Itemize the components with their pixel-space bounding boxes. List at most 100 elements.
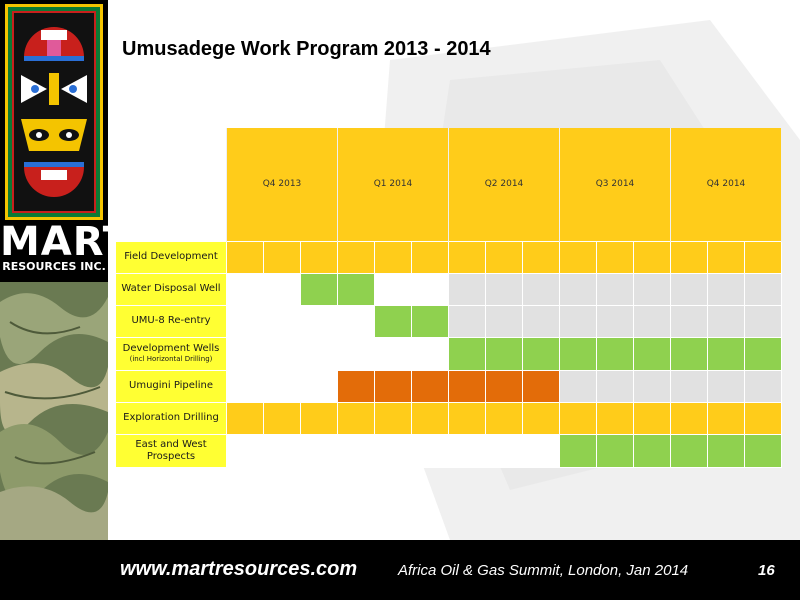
quarter-header: Q3 2014	[559, 128, 671, 241]
gantt-cell	[522, 336, 560, 371]
task-sublabel: (incl Horizontal Drilling)	[129, 355, 213, 363]
gantt-cell	[337, 240, 375, 274]
gantt-cell	[633, 369, 671, 403]
gantt-cell	[300, 369, 338, 403]
gantt-cell	[337, 304, 375, 338]
gantt-cell	[226, 369, 264, 403]
gantt-row-label: East and West Prospects	[115, 433, 227, 468]
gantt-cell	[411, 272, 449, 306]
gantt-row-label: UMU-8 Re-entry	[115, 304, 227, 338]
quarter-header: Q1 2014	[337, 128, 449, 241]
gantt-cell	[263, 272, 301, 306]
gantt-cell	[522, 433, 560, 468]
gantt-cell	[448, 369, 486, 403]
gantt-cell	[744, 433, 782, 468]
quarter-header: Q4 2013	[226, 128, 338, 241]
gantt-cell	[411, 433, 449, 468]
gantt-cell	[448, 433, 486, 468]
gantt-cell	[300, 336, 338, 371]
gantt-cell	[707, 433, 745, 468]
gantt-cell	[300, 401, 338, 435]
gantt-row-label: Water Disposal Well	[115, 272, 227, 306]
gantt-cell	[596, 369, 634, 403]
gantt-cell	[300, 272, 338, 306]
gantt-cell	[596, 304, 634, 338]
gantt-cell	[448, 240, 486, 274]
gantt-cell	[596, 433, 634, 468]
gantt-cell	[485, 433, 523, 468]
gantt-cell	[337, 336, 375, 371]
website-link[interactable]: www.martresources.com	[120, 558, 358, 580]
gantt-cell	[522, 401, 560, 435]
gantt-cell	[522, 304, 560, 338]
gantt-cell	[374, 304, 412, 338]
terrain-image	[0, 282, 108, 540]
gantt-cell	[263, 401, 301, 435]
gantt-cell	[337, 272, 375, 306]
gantt-cell	[559, 401, 597, 435]
gantt-row-label: Development Wells (incl Horizontal Drilli…	[115, 336, 227, 371]
gantt-cell	[596, 401, 634, 435]
gantt-cell	[226, 401, 264, 435]
gantt-cell	[448, 304, 486, 338]
logo-middle-icon	[19, 71, 89, 108]
gantt-cell	[411, 336, 449, 371]
gantt-chart: Q4 2013 Q1 2014 Q2 2014 Q3 2014 Q4 2014 …	[115, 128, 782, 468]
task-name: Water Disposal Well	[121, 283, 221, 294]
gantt-cell	[670, 433, 708, 468]
gantt-cell	[263, 336, 301, 371]
gantt-cell	[374, 240, 412, 274]
gantt-cell	[633, 272, 671, 306]
gantt-cell	[337, 401, 375, 435]
gantt-cell	[374, 433, 412, 468]
gantt-cell	[559, 433, 597, 468]
gantt-cell	[485, 240, 523, 274]
task-name: UMU-8 Re-entry	[131, 315, 211, 326]
gantt-row: Field Development	[115, 240, 782, 274]
gantt-row: UMU-8 Re-entry	[115, 304, 782, 338]
gantt-cell	[226, 240, 264, 274]
gantt-cell	[744, 304, 782, 338]
gantt-cell	[559, 336, 597, 371]
gantt-cell	[522, 369, 560, 403]
task-name: Exploration Drilling	[123, 412, 219, 423]
task-name: Field Development	[124, 251, 218, 262]
gantt-cell	[670, 336, 708, 371]
quarter-header: Q2 2014	[448, 128, 560, 241]
logo-bottom-icon	[24, 162, 84, 198]
gantt-cell	[744, 369, 782, 403]
gantt-cell	[670, 369, 708, 403]
brand-name: MART	[0, 219, 108, 265]
gantt-cell	[485, 272, 523, 306]
gantt-cell	[707, 272, 745, 306]
gantt-cell	[226, 304, 264, 338]
gantt-cell	[559, 304, 597, 338]
gantt-cell	[300, 240, 338, 274]
gantt-row: Development Wells (incl Horizontal Drilli…	[115, 336, 782, 371]
gantt-cell	[707, 401, 745, 435]
gantt-cell	[670, 304, 708, 338]
gantt-header-row: Q4 2013 Q1 2014 Q2 2014 Q3 2014 Q4 2014	[115, 128, 782, 241]
gantt-cell	[411, 401, 449, 435]
footer-bar: www.martresources.com Africa Oil & Gas S…	[108, 540, 800, 600]
brand-subtitle: RESOURCES INC.	[2, 260, 106, 273]
gantt-cell	[670, 240, 708, 274]
gantt-cell	[744, 401, 782, 435]
gantt-cell	[670, 401, 708, 435]
gantt-cell	[485, 336, 523, 371]
gantt-cell	[337, 433, 375, 468]
gantt-cell	[448, 401, 486, 435]
gantt-cell	[633, 433, 671, 468]
gantt-cell	[226, 433, 264, 468]
gantt-cell	[374, 336, 412, 371]
brand-strip: MART RESOURCES INC.	[0, 0, 108, 600]
gantt-cell	[522, 272, 560, 306]
company-logo	[5, 4, 103, 220]
gantt-row-label: Exploration Drilling	[115, 401, 227, 435]
gantt-cell	[744, 272, 782, 306]
gantt-cell	[448, 272, 486, 306]
gantt-row: Water Disposal Well	[115, 272, 782, 306]
gantt-row-label: Umugini Pipeline	[115, 369, 227, 403]
gantt-cell	[263, 433, 301, 468]
logo-eyes-icon	[21, 118, 87, 151]
